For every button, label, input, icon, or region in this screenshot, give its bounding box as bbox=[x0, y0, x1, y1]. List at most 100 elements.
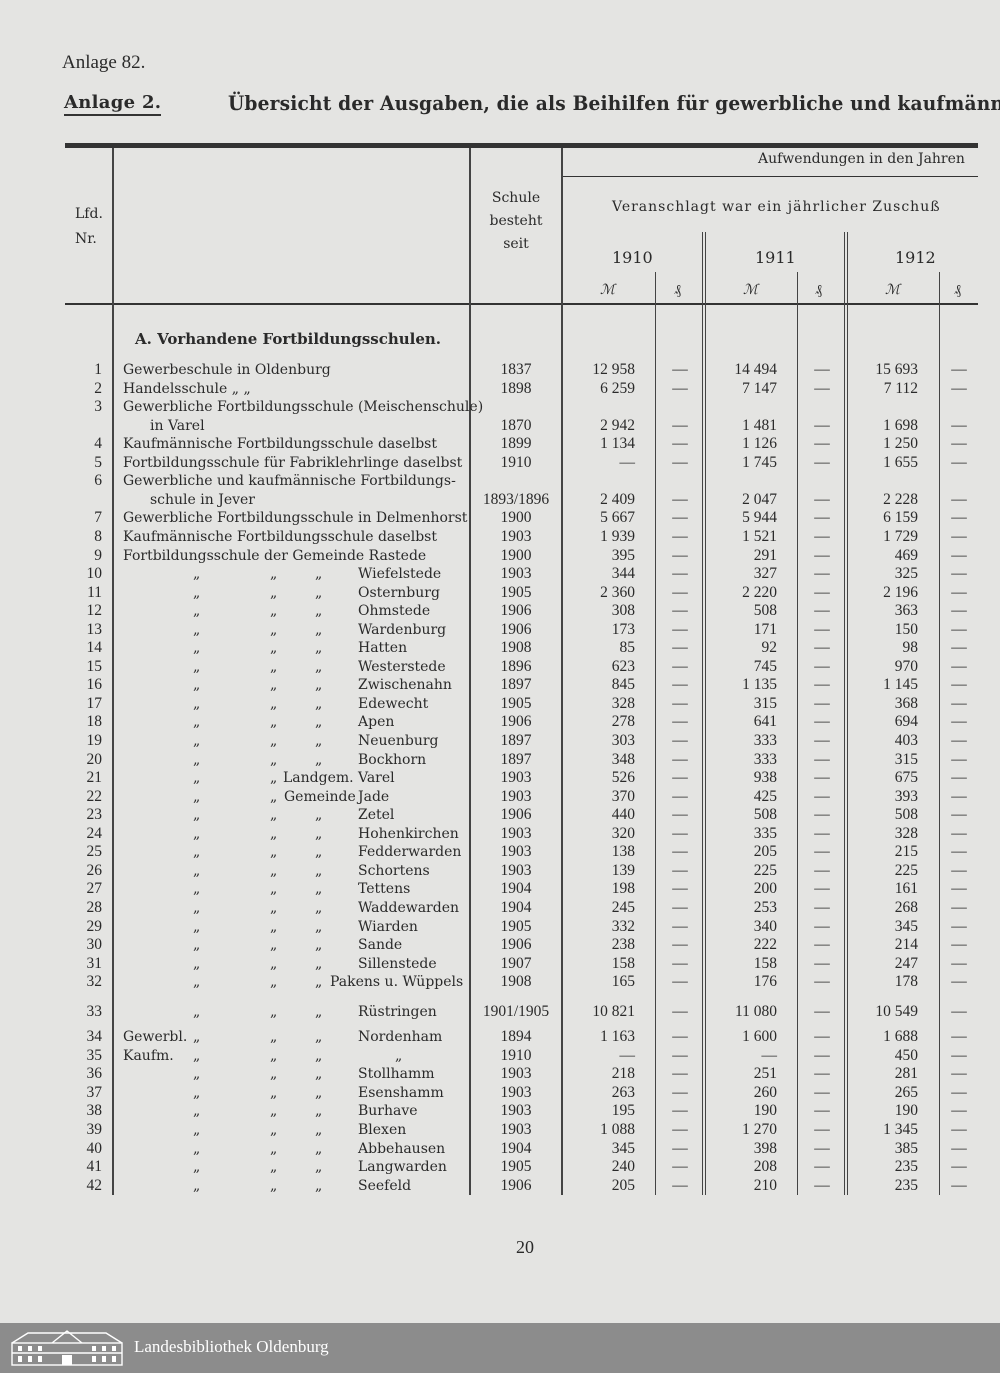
amount-mark-1910: 623 bbox=[611, 657, 635, 675]
place-name: Hohenkirchen bbox=[358, 825, 459, 842]
amount-mark-1911: 2 047 bbox=[742, 490, 777, 508]
library-building-icon bbox=[11, 1330, 123, 1366]
row-number: 19 bbox=[86, 732, 103, 749]
header-year-1910: 1910 bbox=[612, 248, 653, 267]
amount-pfennig-1912: — bbox=[951, 657, 967, 675]
founded-year: 1900 bbox=[500, 546, 532, 564]
founded-year: 1896 bbox=[500, 657, 532, 675]
ditto-mark: „ bbox=[315, 899, 323, 916]
ditto-mark: „ bbox=[193, 1004, 201, 1020]
amount-mark-1912: 98 bbox=[902, 639, 919, 657]
amount-mark-1910: 1 163 bbox=[600, 1028, 635, 1045]
place-name: Jade bbox=[358, 788, 390, 805]
amount-mark-1911: 1 481 bbox=[742, 416, 777, 434]
amount-pfennig-1910: — bbox=[672, 713, 688, 731]
ditto-mark: „ bbox=[193, 844, 201, 861]
amount-mark-1912: 328 bbox=[894, 824, 918, 842]
amount-pfennig-1911: — bbox=[814, 973, 830, 991]
amount-pfennig-1911: — bbox=[814, 861, 830, 879]
ditto-mark: „ bbox=[270, 751, 278, 768]
amount-pfennig-1911: — bbox=[814, 546, 830, 564]
amount-mark-1910: 320 bbox=[611, 824, 635, 842]
amount-mark-1910: 395 bbox=[611, 546, 635, 564]
ditto-mark: „ bbox=[270, 825, 278, 842]
ditto-mark: „ bbox=[193, 788, 201, 805]
amount-mark-1910: 2 360 bbox=[600, 583, 635, 601]
amount-mark-1910: 6 259 bbox=[600, 379, 635, 397]
amount-mark-1910: 2 942 bbox=[600, 416, 635, 434]
ditto-mark: „ bbox=[193, 1066, 201, 1083]
row-number: 26 bbox=[86, 861, 103, 879]
founded-year: 1906 bbox=[500, 713, 532, 731]
row-number: 15 bbox=[86, 657, 103, 675]
header-budgeted: Veranschlagt war ein jährlicher Zuschuß bbox=[612, 199, 941, 215]
ditto-mark: „ bbox=[315, 603, 323, 620]
amount-mark-1910: 245 bbox=[611, 898, 635, 916]
amount-pfennig-1912: — bbox=[951, 824, 967, 842]
amount-pfennig-1912: — bbox=[951, 973, 967, 991]
amount-mark-1911: 327 bbox=[753, 565, 777, 583]
amount-pfennig-1912: — bbox=[951, 787, 967, 805]
row-number: 21 bbox=[86, 769, 103, 787]
ditto-mark: „ bbox=[270, 733, 278, 749]
amount-mark-1910: 278 bbox=[611, 713, 635, 731]
school-name: Fortbildungsschule der Gemeinde Rastede bbox=[123, 547, 427, 564]
amount-mark-1912: 469 bbox=[894, 546, 918, 564]
amount-mark-1910: 165 bbox=[611, 973, 635, 991]
amount-pfennig-1911: — bbox=[814, 787, 830, 805]
ditto-mark: „ bbox=[315, 955, 323, 972]
amount-mark-1911: 14 494 bbox=[734, 361, 777, 378]
founded-year: 1870 bbox=[500, 416, 532, 434]
amount-mark-1911: 641 bbox=[753, 713, 777, 731]
ditto-mark: „ bbox=[270, 1177, 278, 1194]
amount-pfennig-1911: — bbox=[814, 435, 830, 453]
amount-pfennig-1911: — bbox=[814, 527, 830, 545]
amount-mark-1910: 238 bbox=[611, 936, 635, 954]
column-divider bbox=[702, 232, 703, 1195]
amount-mark-1912: 1 655 bbox=[883, 453, 918, 471]
amount-pfennig-1911: — bbox=[814, 453, 830, 471]
row-number: 20 bbox=[86, 750, 103, 768]
place-name: Pakens u. Wüppels bbox=[330, 974, 464, 991]
row-number: 32 bbox=[86, 973, 103, 991]
school-name: Gewerbliche und kaufmännische Fortbildun… bbox=[123, 473, 456, 490]
header-rule bbox=[65, 303, 978, 305]
founded-year: 1897 bbox=[500, 750, 532, 768]
amount-mark-1910: 158 bbox=[611, 954, 635, 972]
amount-pfennig-1912: — bbox=[951, 1139, 967, 1157]
row-number: 28 bbox=[86, 898, 103, 916]
ditto-mark: „ bbox=[193, 918, 201, 935]
founded-year: 1906 bbox=[500, 806, 532, 824]
amount-pfennig-1912: — bbox=[951, 1176, 967, 1194]
amount-mark-1910: 348 bbox=[611, 750, 635, 768]
founded-year: 1904 bbox=[500, 1139, 532, 1157]
column-divider bbox=[112, 148, 114, 1195]
ditto-mark: „ bbox=[315, 1084, 323, 1101]
ditto-mark: „ bbox=[315, 584, 323, 601]
amount-pfennig-1910: — bbox=[672, 694, 688, 712]
amount-mark-1912: 265 bbox=[894, 1083, 918, 1101]
ditto-mark: „ bbox=[270, 770, 278, 787]
amount-pfennig-1911: — bbox=[814, 490, 830, 508]
section-title: A. Vorhandene Fortbildungsschulen. bbox=[135, 330, 442, 348]
amount-mark-1911: 2 220 bbox=[742, 583, 777, 601]
ditto-mark: „ bbox=[193, 1084, 201, 1101]
amount-pfennig-1911: — bbox=[814, 1003, 830, 1020]
amount-pfennig-1911: — bbox=[814, 1083, 830, 1101]
amount-mark-1911: 1 126 bbox=[742, 435, 777, 453]
ditto-mark: „ bbox=[270, 899, 278, 916]
amount-mark-1912: 2 196 bbox=[883, 583, 918, 601]
founded-year: 1904 bbox=[500, 898, 532, 916]
amount-pfennig-1912: — bbox=[951, 1046, 967, 1064]
ditto-mark: „ bbox=[270, 1122, 278, 1138]
row-number: 16 bbox=[86, 676, 103, 694]
amount-mark-1910: 263 bbox=[611, 1083, 635, 1101]
founded-year: 1903 bbox=[500, 1102, 532, 1120]
place-name: Bockhorn bbox=[358, 751, 427, 768]
ditto-mark: „ bbox=[270, 584, 278, 601]
amount-mark-1912: 2 228 bbox=[883, 490, 918, 508]
amount-mark-1910: 370 bbox=[611, 787, 635, 805]
row-number: 14 bbox=[86, 639, 103, 657]
amount-pfennig-1912: — bbox=[951, 806, 967, 824]
